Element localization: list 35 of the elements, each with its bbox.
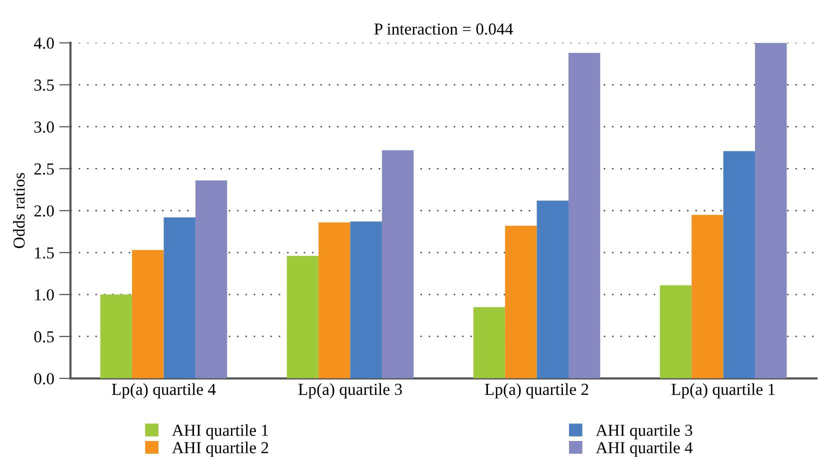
y-tick-label: 1.5 <box>35 247 54 259</box>
x-tick-label: Lp(a) quartile 3 <box>298 383 402 398</box>
chart-title: P interaction = 0.044 <box>374 23 513 35</box>
bar <box>100 294 132 378</box>
x-tick-label: Lp(a) quartile 4 <box>112 383 216 398</box>
y-tick-label: 0.0 <box>34 373 54 384</box>
bar <box>382 150 414 378</box>
bar <box>660 285 692 378</box>
y-tick-label: 0.5 <box>34 331 54 342</box>
bar <box>318 222 350 378</box>
legend-label: AHI quartile 1 <box>172 424 268 440</box>
legend-label: AHI quartile 2 <box>172 442 268 457</box>
bar <box>350 222 382 378</box>
y-tick-label: 1.0 <box>35 289 54 301</box>
y-axis-title: Odds ratios <box>12 173 25 248</box>
bar <box>164 217 196 378</box>
x-tick-label: Lp(a) quartile 1 <box>671 383 775 398</box>
bar <box>536 200 568 378</box>
bar <box>568 52 600 378</box>
y-tick-label: 2.5 <box>34 163 54 175</box>
bar <box>755 42 787 378</box>
x-tick-label: Lp(a) quartile 2 <box>484 383 588 398</box>
legend-label: AHI quartile 3 <box>596 424 692 440</box>
bar <box>723 151 756 378</box>
y-tick-label: 3.0 <box>34 121 54 133</box>
y-tick-label: 4.0 <box>34 38 54 49</box>
bar <box>473 307 506 378</box>
bar <box>286 256 319 378</box>
y-tick-label: 3.5 <box>34 80 54 91</box>
legend-label: AHI quartile 4 <box>596 442 693 457</box>
bar <box>132 250 164 378</box>
bar <box>692 214 724 378</box>
y-tick-label: 2.0 <box>34 205 54 217</box>
bar <box>195 180 228 378</box>
bar <box>505 226 537 378</box>
